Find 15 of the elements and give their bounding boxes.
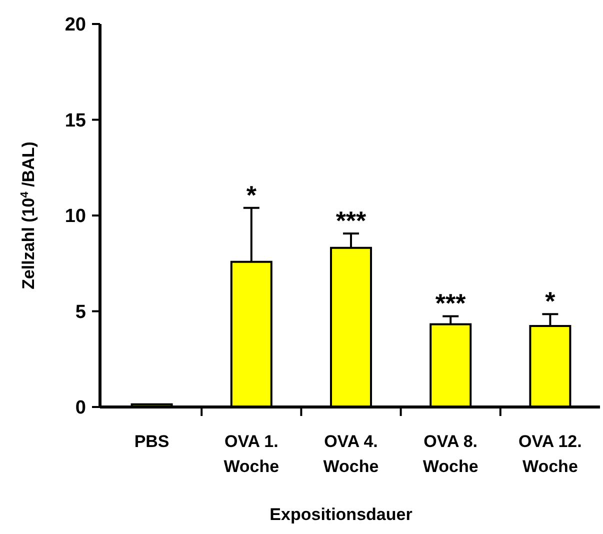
x-tick-label: PBS bbox=[134, 432, 170, 451]
annotation: *** bbox=[336, 206, 368, 236]
y-tick-label: 15 bbox=[64, 110, 86, 132]
x-tick-label: OVA 4. Woche bbox=[323, 432, 379, 476]
y-tick-label: 10 bbox=[64, 206, 86, 228]
x-tick-label: OVA 8. Woche bbox=[422, 432, 478, 476]
y-tick-label: 5 bbox=[75, 302, 86, 323]
annotation: * bbox=[545, 286, 556, 316]
y-tick-label: 0 bbox=[75, 398, 86, 419]
annotation: * bbox=[246, 180, 258, 210]
x-tick-label: OVA 12. Woche bbox=[518, 432, 582, 476]
annotation: *** bbox=[435, 288, 467, 318]
x-tick-label: OVA 1. Woche bbox=[224, 432, 280, 476]
x-axis-title: Expositionsdauer bbox=[270, 505, 413, 524]
y-tick-label: 20 bbox=[64, 14, 86, 36]
